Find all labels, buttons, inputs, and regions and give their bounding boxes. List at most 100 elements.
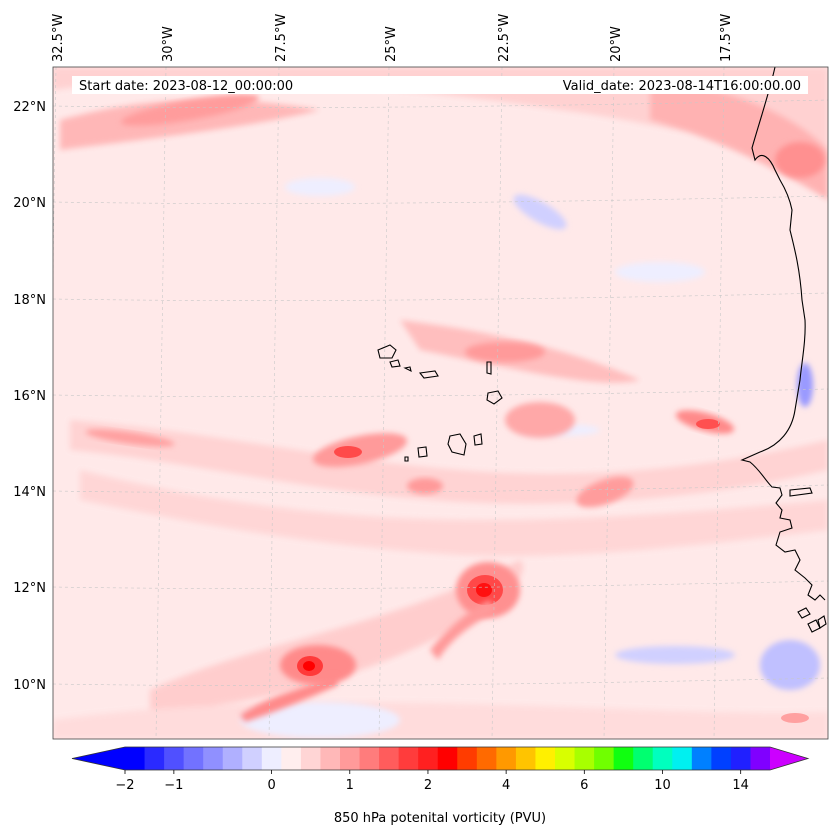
island-fogo xyxy=(417,446,428,458)
lon-gridline xyxy=(603,67,615,739)
lat-tick-label: 14°N xyxy=(13,485,46,500)
colorbar-segment xyxy=(535,747,556,770)
colorbar-outline xyxy=(71,746,810,771)
lon-tick-label: 20°W xyxy=(609,26,624,62)
lat-tick-label: 16°N xyxy=(13,389,46,404)
coastlines xyxy=(377,67,827,633)
lon-tick-label: 17.5°W xyxy=(719,14,734,62)
lon-tick-label: 22.5°W xyxy=(497,14,512,62)
lat-tick-label: 12°N xyxy=(13,581,46,596)
colorbar-tick-label: 4 xyxy=(502,778,510,793)
blob-south-core xyxy=(476,583,492,597)
island-sal xyxy=(486,361,492,375)
colorbar-segment xyxy=(144,747,165,770)
neg-patch-1 xyxy=(285,178,355,196)
colorbar-tick-label: 6 xyxy=(580,778,588,793)
colorbar-segment xyxy=(613,747,634,770)
colorbar-segment xyxy=(476,747,497,770)
colorbar-segment xyxy=(183,747,204,770)
lat-tick-label: 10°N xyxy=(13,678,46,693)
neg-patch-2 xyxy=(513,194,567,230)
colorbar-tick-label: 14 xyxy=(732,778,749,793)
island-brava xyxy=(404,456,409,462)
blob-ne-core xyxy=(696,419,720,429)
lat-gridline xyxy=(53,484,828,493)
lon-gridline xyxy=(713,67,725,739)
colorbar-tick-label: −1 xyxy=(164,778,183,793)
longitude-tick-labels: 32.5°W 30°W 27.5°W 25°W 22.5°W 20°W 17.5°W xyxy=(51,14,734,62)
colorbar-segment xyxy=(418,747,439,770)
island-boa-vista xyxy=(486,390,503,405)
colorbar-segment xyxy=(711,747,732,770)
colorbar-segment xyxy=(496,747,517,770)
colorbar-segment xyxy=(242,747,263,770)
blob-west-band xyxy=(85,429,175,447)
lat-gridline xyxy=(53,677,828,686)
bissagos-1 xyxy=(797,607,811,619)
lon-gridline xyxy=(155,67,167,739)
colorbar-segment xyxy=(359,747,380,770)
neg-patch-4 xyxy=(615,646,735,664)
latitude-tick-labels: 22°N 20°N 18°N 16°N 14°N 12°N 10°N xyxy=(13,100,46,693)
lon-tick-label: 32.5°W xyxy=(51,14,66,62)
map-frame xyxy=(52,66,829,740)
neg-patch-3 xyxy=(615,262,705,282)
colorbar-segment xyxy=(730,747,752,770)
africa-coastline xyxy=(740,67,826,601)
blob-small-1 xyxy=(407,478,443,494)
band-mid xyxy=(70,420,828,504)
colorbar-segment xyxy=(281,747,302,770)
island-maio xyxy=(473,433,483,446)
lon-tick-label: 25°W xyxy=(384,26,399,62)
bissagos-3 xyxy=(817,615,827,629)
colorbar-segment xyxy=(398,747,419,770)
colorbar: −2 −1 0 1 2 4 6 10 14 xyxy=(71,746,810,793)
colorbar-tick-label: 0 xyxy=(267,778,275,793)
blob-north-east xyxy=(775,142,825,178)
colorbar-segment xyxy=(457,747,478,770)
colorbar-segment xyxy=(672,747,693,770)
colorbar-tick-label: 1 xyxy=(346,778,354,793)
colorbar-tick-label: −2 xyxy=(115,778,134,793)
blob-small-2 xyxy=(781,713,809,723)
lat-gridline xyxy=(53,388,828,397)
annotation-box xyxy=(72,76,808,94)
island-sao-vicente xyxy=(389,359,401,368)
colorbar-segment xyxy=(379,747,400,770)
lat-tick-label: 22°N xyxy=(13,100,46,115)
start-date-label: Start date: 2023-08-12_00:00:00 xyxy=(79,79,293,94)
band-south xyxy=(150,560,524,710)
colorbar-segment xyxy=(300,747,322,770)
blob-sw-tail xyxy=(240,675,338,722)
lon-gridline xyxy=(491,67,503,739)
island-santiago xyxy=(447,433,467,456)
colorbar-tick-label: 2 xyxy=(424,778,432,793)
colorbar-segment xyxy=(437,747,458,770)
band-mid2 xyxy=(80,470,828,556)
colorbar-segment xyxy=(594,747,615,770)
colorbar-segment xyxy=(555,747,576,770)
lon-gridline xyxy=(378,67,390,739)
blob-south-tail xyxy=(430,600,495,660)
colorbar-segment xyxy=(750,747,771,770)
colorbar-segment xyxy=(164,747,185,770)
island-santa-luzia xyxy=(403,366,412,373)
blob-mid-center xyxy=(465,342,545,362)
lat-gridline xyxy=(53,292,828,301)
colorbar-segment xyxy=(633,747,654,770)
island-santo-antao xyxy=(377,344,397,359)
band-north-strong xyxy=(60,99,320,150)
gridlines xyxy=(53,67,828,739)
blob-north-strong xyxy=(121,94,259,126)
lat-tick-label: 18°N xyxy=(13,293,46,308)
valid-date-label: Valid_date: 2023-08-14T16:00:00.00 xyxy=(563,79,801,94)
colorbar-segment xyxy=(691,747,712,770)
blob-center xyxy=(505,402,575,438)
colorbar-extend-over xyxy=(770,747,808,770)
colorbar-segment xyxy=(574,747,595,770)
colorbar-tick-label: 10 xyxy=(654,778,671,793)
colorbar-segment xyxy=(222,747,243,770)
colorbar-segment xyxy=(125,747,146,770)
colorbar-segment xyxy=(340,747,361,770)
